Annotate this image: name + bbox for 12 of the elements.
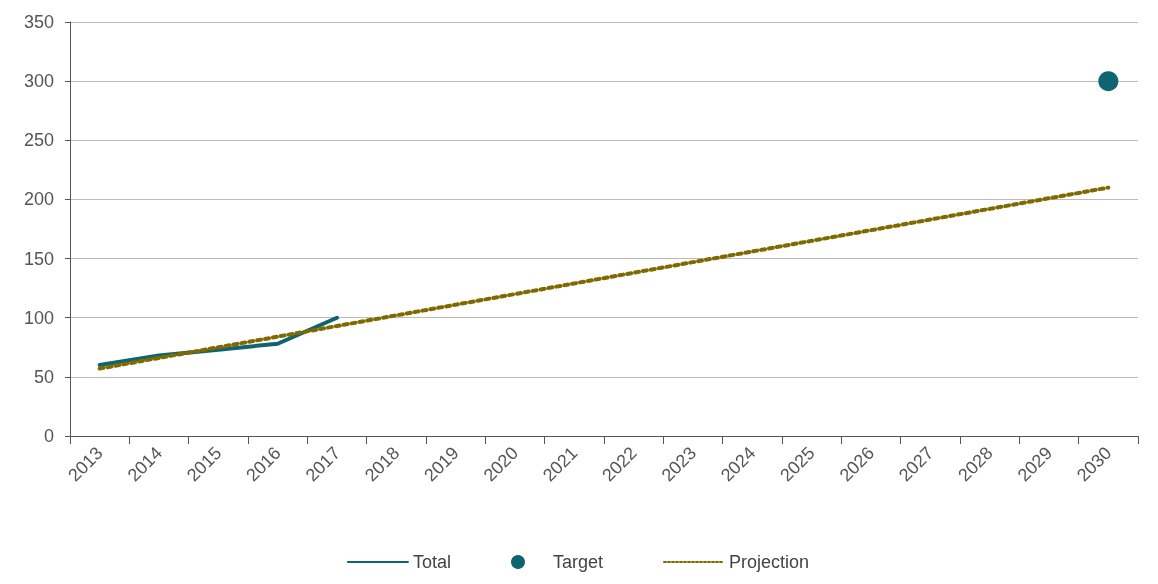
y-tick-label: 300 (23, 71, 54, 92)
y-tick-label: 0 (43, 426, 54, 446)
y-tick-label: 250 (23, 130, 54, 151)
y-tick-label: 200 (23, 189, 54, 210)
legend-label: Projection (729, 552, 810, 572)
y-tick-label: 50 (33, 366, 54, 387)
y-tick-label: 100 (23, 307, 54, 328)
line-series (97, 185, 1111, 371)
y-tick-label: 350 (23, 12, 54, 32)
y-tick-label: 150 (23, 248, 54, 269)
legend-label: Target (552, 552, 604, 572)
legend-label: Total (412, 552, 451, 572)
